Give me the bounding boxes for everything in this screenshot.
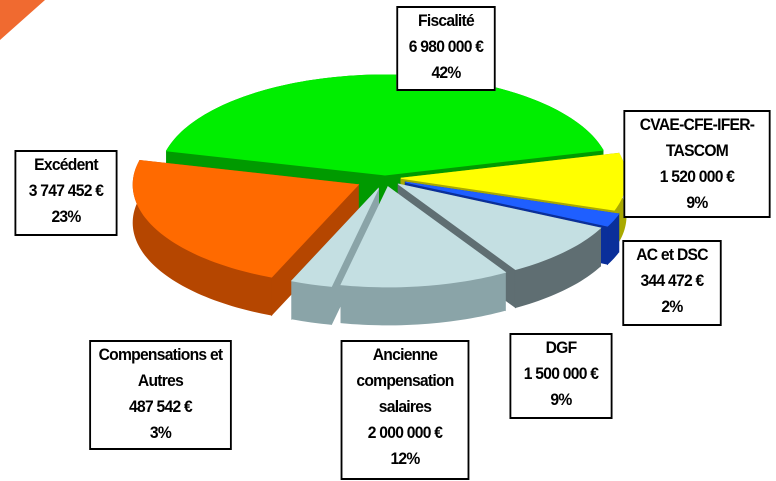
label-line: 6 980 000 € [408, 37, 484, 56]
slice [340, 185, 507, 326]
label-line: 2% [661, 297, 683, 316]
slice-label: AC et DSC 344 472 € 2% [622, 240, 722, 326]
label-line: Ancienne compensation salaires [356, 345, 454, 416]
pie-slice [165, 74, 604, 176]
label-line: 3% [149, 423, 172, 442]
corner-decoration [0, 0, 45, 40]
label-line: CVAE-CFE-IFER-TASCOM [639, 115, 755, 160]
slice-label: Fiscalité 6 980 000 € 42% [396, 6, 496, 91]
slice-label: CVAE-CFE-IFER-TASCOM 1 520 000 € 9% [623, 110, 771, 218]
label-line: AC et DSC [636, 245, 708, 264]
pie-slice [290, 188, 379, 287]
slice-label: DGF 1 500 000 € 9% [509, 333, 613, 419]
pie-slice [132, 160, 360, 278]
label-line: 12% [390, 449, 420, 468]
label-line: 42% [431, 63, 461, 82]
slice-label: Ancienne compensation salaires 2 000 000 … [340, 340, 470, 480]
slice-label: Excédent 3 747 452 € 23% [14, 150, 118, 236]
label-line: Fiscalité [418, 11, 475, 30]
label-line: 1 520 000 € [659, 167, 735, 186]
pie-slice [405, 181, 620, 227]
label-line: 3 747 452 € [28, 181, 104, 200]
label-line: 1 500 000 € [523, 364, 599, 383]
label-line: 2 000 000 € [367, 423, 443, 442]
pie-slice [340, 186, 507, 288]
slice-outer-side [291, 280, 332, 325]
label-line: 23% [51, 207, 81, 226]
slice-label: Compensations et Autres 487 542 € 3% [89, 340, 232, 450]
label-line: Compensations et Autres [98, 345, 224, 390]
label-line: DGF [545, 338, 578, 357]
label-line: 9% [686, 193, 708, 212]
label-line: 344 472 € [640, 271, 705, 290]
label-line: 9% [550, 390, 572, 409]
label-line: Excédent [34, 155, 98, 174]
label-line: 487 542 € [129, 397, 193, 416]
pie-slice [398, 183, 602, 270]
